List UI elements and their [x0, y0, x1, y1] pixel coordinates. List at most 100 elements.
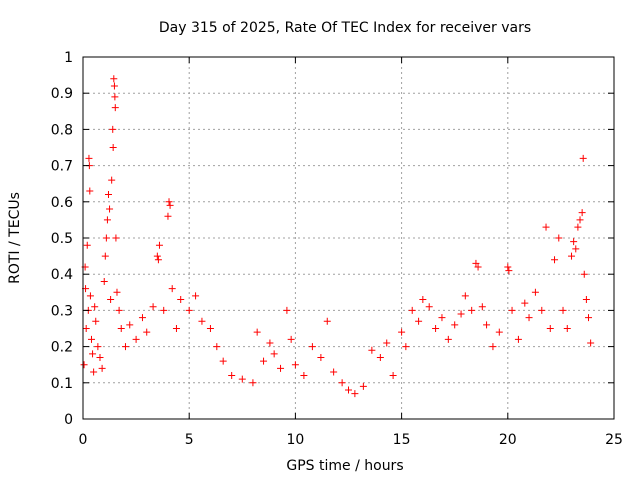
data-point [489, 343, 497, 351]
data-point [87, 335, 95, 343]
data-point [165, 198, 173, 206]
data-point [359, 382, 367, 390]
data-point [478, 303, 486, 311]
data-point [570, 238, 578, 246]
data-point [91, 303, 99, 311]
data-point [111, 93, 119, 101]
data-point [86, 292, 94, 300]
chart-title: Day 315 of 2025, Rate Of TEC Index for r… [159, 20, 531, 36]
data-point [291, 361, 299, 369]
data-point [551, 256, 559, 264]
x-tick-label: 0 [79, 432, 88, 448]
x-tick-label: 20 [499, 432, 517, 448]
data-point [495, 328, 503, 336]
data-point [574, 223, 582, 231]
data-point [143, 328, 151, 336]
y-tick-label: 0.8 [51, 122, 73, 138]
data-point [338, 379, 346, 387]
data-point [568, 252, 576, 260]
data-point [90, 368, 98, 376]
data-point [102, 234, 110, 242]
data-point [300, 372, 308, 380]
data-point [468, 306, 476, 314]
data-point [115, 306, 123, 314]
data-point [368, 346, 376, 354]
data-point [531, 288, 539, 296]
data-point [514, 335, 522, 343]
data-point [219, 357, 227, 365]
data-point [559, 306, 567, 314]
x-tick-labels: 0 5 10 15 20 25 [79, 432, 623, 448]
x-tick-label: 25 [605, 432, 623, 448]
data-point [168, 285, 176, 293]
x-tick-label: 10 [286, 432, 304, 448]
data-point [283, 306, 291, 314]
y-tick-label: 1 [64, 50, 73, 66]
y-tick-label: 0.7 [51, 159, 73, 175]
y-axis-label: ROTI / TECUs [7, 192, 23, 284]
data-point [576, 216, 584, 224]
data-point [177, 296, 185, 304]
data-point [444, 335, 452, 343]
data-point [155, 241, 163, 249]
y-tick-label: 0.3 [51, 303, 73, 319]
y-tick-label: 0.1 [51, 376, 73, 392]
data-point [260, 357, 268, 365]
data-point [287, 335, 295, 343]
data-point [153, 252, 161, 260]
data-point [98, 364, 106, 372]
data-point [419, 296, 427, 304]
data-point [103, 216, 111, 224]
data-points [80, 75, 595, 398]
data-point [96, 353, 104, 361]
data-point [89, 350, 97, 358]
data-point [213, 343, 221, 351]
data-point [154, 256, 162, 264]
data-point [438, 314, 446, 322]
data-point [92, 317, 100, 325]
data-point [172, 325, 180, 332]
data-point [138, 314, 146, 322]
data-point [376, 353, 384, 361]
y-tick-label: 0.5 [51, 231, 73, 247]
data-point [389, 372, 397, 380]
x-tick-label: 5 [185, 432, 194, 448]
data-point [432, 325, 440, 332]
data-point [82, 325, 90, 332]
data-point [542, 223, 550, 231]
data-point [457, 310, 465, 318]
data-point [112, 234, 120, 242]
data-point [132, 335, 140, 343]
data-point [308, 343, 316, 351]
data-point [238, 375, 246, 383]
data-point [117, 325, 125, 332]
data-point [525, 314, 533, 322]
data-point [317, 353, 325, 361]
data-point [109, 125, 117, 133]
x-tick-label: 15 [393, 432, 411, 448]
data-point [408, 306, 416, 314]
data-point [110, 82, 118, 90]
data-point [80, 361, 88, 369]
data-point [94, 343, 102, 351]
data-point [451, 321, 459, 329]
data-point [109, 144, 117, 151]
data-point [253, 328, 261, 336]
data-point [228, 372, 236, 380]
data-point [110, 75, 118, 83]
data-point [538, 306, 546, 314]
data-point [126, 321, 134, 329]
data-point [277, 364, 285, 372]
y-tick-label: 0.4 [51, 267, 73, 283]
data-point [206, 325, 214, 332]
data-point [192, 292, 200, 300]
data-point [415, 317, 423, 325]
data-point [100, 277, 108, 285]
data-point [160, 306, 168, 314]
data-point [86, 187, 94, 195]
data-point [555, 234, 563, 242]
data-point [198, 317, 206, 325]
data-point [249, 379, 257, 387]
data-point [113, 288, 121, 296]
